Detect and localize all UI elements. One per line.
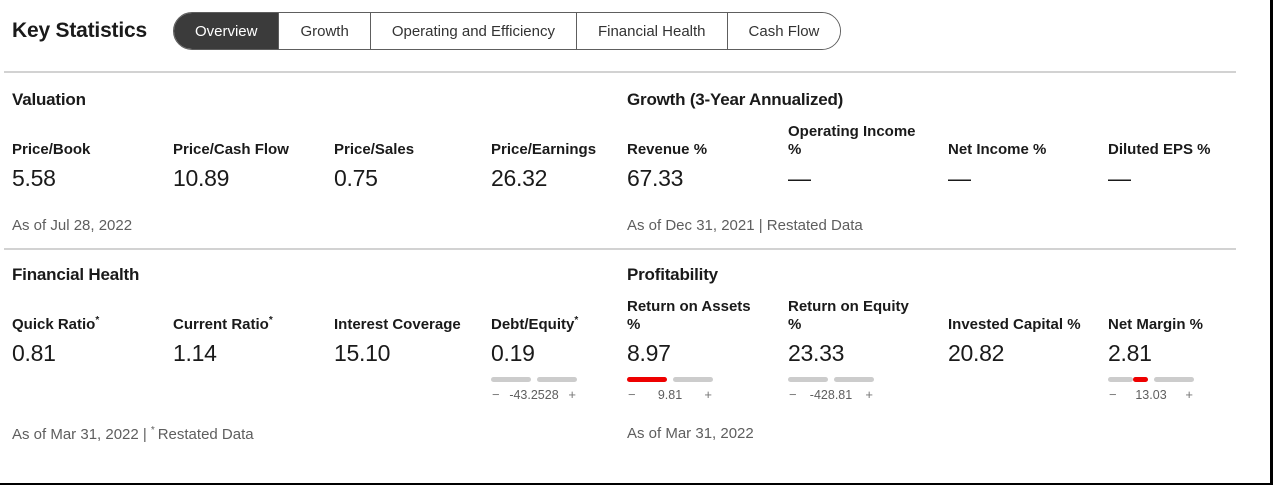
slider-track (627, 377, 713, 382)
metric-revenue-growth: Revenue % 67.33 (627, 110, 788, 195)
metric-range-slider: − 13.03 + (1108, 377, 1194, 413)
metric-value: 2.81 (1108, 340, 1152, 366)
metric-value: 8.97 (627, 340, 671, 366)
metric-net-income-growth: Net Income % — (948, 110, 1108, 195)
metric-label: Price/Book (12, 141, 91, 159)
metric-value: 26.32 (491, 165, 548, 191)
slider-decrease-button[interactable]: − (789, 387, 797, 402)
slider-track (1108, 377, 1194, 382)
metric-debt-equity: Debt/Equity* 0.19 − -43.2528 + (491, 285, 627, 413)
metric-value: — (788, 165, 811, 191)
metric-price-book: Price/Book 5.58 (12, 110, 173, 195)
metric-label: Interest Coverage (334, 316, 461, 334)
section-heading: Growth (3-Year Annualized) (627, 90, 844, 109)
section-growth: Growth (3-Year Annualized) Revenue % 67.… (627, 73, 1236, 248)
section-valuation: Valuation Price/Book 5.58 Price/Cash Flo… (12, 73, 627, 248)
slider-track (788, 377, 874, 382)
section-profitability: Profitability Return on Assets % 8.97 − … (627, 250, 1236, 444)
metric-net-margin: Net Margin % 2.81 − 13.03 + (1108, 285, 1236, 413)
metric-label: Revenue % (627, 141, 708, 159)
metric-value: 67.33 (627, 165, 684, 191)
tab-growth[interactable]: Growth (279, 13, 371, 49)
metric-price-cash-flow: Price/Cash Flow 10.89 (173, 110, 334, 195)
band-valuation-growth: Valuation Price/Book 5.58 Price/Cash Flo… (0, 73, 1270, 248)
metric-label: Price/Sales (334, 141, 415, 159)
metric-label: Diluted EPS % (1108, 141, 1211, 159)
metric-diluted-eps-growth: Diluted EPS % — (1108, 110, 1236, 195)
metric-value: 15.10 (334, 340, 391, 366)
slider-track (491, 377, 577, 382)
metric-operating-income-growth: Operating Income % — (788, 110, 948, 195)
slider-value: -428.81 (809, 387, 853, 402)
tab-overview[interactable]: Overview (173, 13, 280, 49)
metric-price-sales: Price/Sales 0.75 (334, 110, 491, 195)
metric-quick-ratio: Quick Ratio* 0.81 (12, 285, 173, 413)
slider-value: 13.03 (1135, 387, 1167, 402)
metric-label: Return on Assets % (627, 297, 751, 334)
metric-value: 10.89 (173, 165, 230, 191)
slider-value: 9.81 (657, 387, 683, 402)
band-financial-health-profitability: Financial Health Quick Ratio* 0.81 Curre… (0, 250, 1270, 444)
as-of-note: As of Dec 31, 2021 | Restated Data (627, 217, 863, 234)
divider (4, 71, 1236, 73)
metric-label: Price/Earnings (491, 141, 597, 159)
slider-increase-button[interactable]: + (1185, 387, 1193, 402)
metric-value: 0.75 (334, 165, 378, 191)
section-heading: Valuation (12, 90, 86, 109)
metric-label: Operating Income % (788, 122, 916, 159)
slider-decrease-button[interactable]: − (628, 387, 636, 402)
metric-invested-capital: Invested Capital % 20.82 (948, 285, 1108, 413)
metric-price-earnings: Price/Earnings 26.32 (491, 110, 627, 195)
tab-financial-health[interactable]: Financial Health (576, 13, 728, 49)
slider-decrease-button[interactable]: − (492, 387, 500, 402)
as-of-note: As of Mar 31, 2022 (627, 425, 754, 442)
metric-label: Net Income % (948, 141, 1047, 159)
as-of-note: As of Jul 28, 2022 (12, 217, 133, 234)
metric-value: 0.81 (12, 340, 56, 366)
metric-label: Quick Ratio* (12, 315, 100, 334)
tab-operating-and-efficiency[interactable]: Operating and Efficiency (370, 13, 577, 49)
metric-label: Net Margin % (1108, 316, 1204, 334)
statistics-tab-group: Overview Growth Operating and Efficiency… (172, 12, 842, 50)
metric-value: 20.82 (948, 340, 1005, 366)
metric-label: Debt/Equity* (491, 315, 579, 334)
metric-value: — (948, 165, 971, 191)
section-financial-health: Financial Health Quick Ratio* 0.81 Curre… (12, 250, 627, 444)
metric-label: Return on Equity % (788, 297, 909, 334)
metric-value: 1.14 (173, 340, 217, 366)
metric-return-on-assets: Return on Assets % 8.97 − 9.81 + (627, 285, 788, 413)
metric-current-ratio: Current Ratio* 1.14 (173, 285, 334, 413)
metric-label: Invested Capital % (948, 316, 1081, 334)
slider-decrease-button[interactable]: − (1109, 387, 1117, 402)
metric-value: 5.58 (12, 165, 56, 191)
header: Key Statistics Overview Growth Operating… (0, 0, 1270, 55)
metric-range-slider: − -43.2528 + (491, 377, 577, 413)
metric-range-slider: − -428.81 + (788, 377, 874, 413)
slider-increase-button[interactable]: + (704, 387, 712, 402)
metric-label: Price/Cash Flow (173, 141, 289, 159)
section-heading: Financial Health (12, 265, 140, 284)
as-of-note: As of Mar 31, 2022 | * Restated Data (12, 425, 254, 443)
slider-increase-button[interactable]: + (865, 387, 873, 402)
metric-interest-coverage: Interest Coverage 15.10 (334, 285, 491, 413)
section-heading: Profitability (627, 265, 718, 284)
tab-cash-flow[interactable]: Cash Flow (727, 13, 841, 49)
metric-value: — (1108, 165, 1131, 191)
metric-value: 23.33 (788, 340, 845, 366)
page-title: Key Statistics (12, 19, 147, 42)
metric-label: Current Ratio* (173, 315, 273, 334)
slider-increase-button[interactable]: + (568, 387, 576, 402)
metric-return-on-equity: Return on Equity % 23.33 − -428.81 + (788, 285, 948, 413)
metric-range-slider: − 9.81 + (627, 377, 713, 413)
metric-value: 0.19 (491, 340, 535, 366)
slider-value: -43.2528 (509, 387, 559, 402)
divider (4, 248, 1236, 250)
